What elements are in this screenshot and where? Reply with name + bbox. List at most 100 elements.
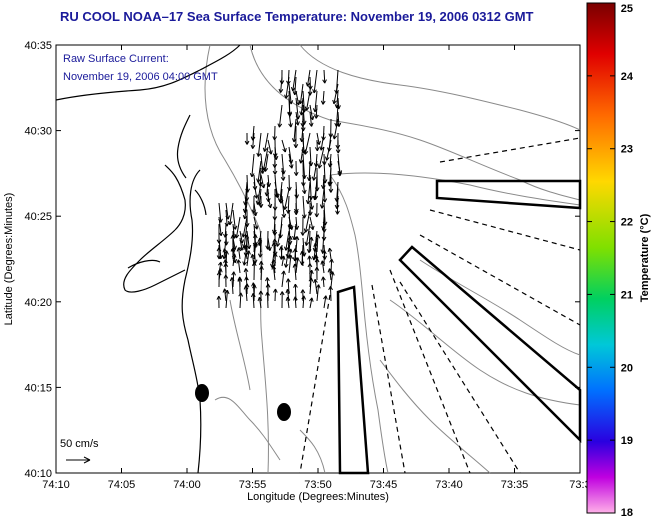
map-title: RU COOL NOAA–17 Sea Surface Temperature:… [60, 9, 534, 24]
current-vector [303, 209, 311, 233]
x-tick-label: 73:50 [304, 479, 332, 491]
current-vector [236, 259, 242, 274]
current-vector [324, 139, 332, 161]
current-vector [282, 188, 290, 210]
y-axis-label: Latitude (Degrees:Minutes) [3, 193, 15, 326]
current-vector [307, 263, 313, 281]
current-vector [243, 245, 248, 260]
current-vector [312, 69, 318, 94]
island-dot [195, 384, 209, 402]
current-vector [293, 296, 298, 309]
current-vector [252, 284, 257, 302]
current-vector [328, 174, 334, 193]
current-vector [239, 237, 244, 251]
current-vectors [216, 69, 343, 309]
colorbar-tick-label: 18 [621, 507, 633, 518]
current-vector [323, 295, 328, 309]
current-vector [223, 274, 229, 288]
x-tick-label: 73:40 [435, 479, 463, 491]
current-vector [327, 247, 333, 260]
current-vector [224, 289, 230, 309]
current-vector [292, 248, 298, 267]
x-tick-label: 74:10 [42, 479, 70, 491]
current-vector [238, 292, 244, 309]
current-vector [277, 104, 283, 128]
current-vector [281, 270, 286, 288]
current-vector [292, 223, 297, 241]
y-tick-label: 40:15 [24, 382, 52, 394]
current-vector [231, 253, 237, 267]
current-vector [311, 160, 318, 181]
map-frame [55, 44, 581, 474]
y-tick-label: 40:10 [24, 468, 52, 480]
current-vector [216, 295, 222, 309]
current-vector [292, 263, 298, 281]
current-vector [250, 293, 256, 309]
current-vector [273, 288, 278, 302]
current-vector [257, 296, 263, 309]
y-tick-label: 40:20 [24, 297, 52, 309]
current-vector [272, 125, 278, 141]
current-vector [293, 125, 299, 148]
current-vector [288, 216, 294, 230]
current-vector [244, 132, 250, 145]
current-vector [305, 181, 311, 205]
y-tick-label: 40:25 [24, 211, 52, 223]
current-vector [280, 255, 286, 267]
current-vector [272, 160, 278, 175]
current-vector [301, 195, 307, 219]
current-vector [258, 195, 264, 208]
current-vector [271, 265, 277, 281]
current-vector [315, 284, 321, 302]
current-vector [275, 223, 283, 247]
island-dot [277, 403, 291, 421]
current-vector [314, 202, 320, 218]
current-vector [293, 202, 299, 215]
colorbar-tick-label: 21 [621, 289, 633, 301]
y-tick-label: 40:35 [24, 40, 52, 52]
y-tick-label: 40:30 [24, 126, 52, 138]
current-vector [283, 230, 290, 251]
current-vector [330, 271, 335, 288]
current-vector [281, 139, 287, 153]
current-vector [274, 181, 280, 199]
current-vector [303, 132, 311, 155]
current-vector [337, 160, 343, 175]
current-vector [280, 167, 286, 181]
current-vector [309, 216, 315, 231]
current-vector [216, 271, 222, 288]
current-vector [314, 139, 320, 152]
colorbar-tick-label: 22 [621, 217, 633, 229]
current-vector [253, 181, 259, 199]
current-vector [278, 246, 284, 260]
current-vector [309, 297, 314, 309]
current-vector [256, 132, 262, 157]
current-vector [246, 250, 251, 267]
current-vector [300, 216, 306, 236]
current-vector [234, 216, 241, 239]
current-vector [313, 104, 319, 119]
legend-line-1: Raw Surface Current: [63, 53, 169, 65]
x-tick-label: 74:00 [173, 479, 201, 491]
current-vector [259, 265, 264, 281]
x-tick-label: 73:45 [370, 479, 398, 491]
current-vector [281, 195, 287, 218]
current-vector [288, 254, 293, 274]
current-vector [288, 153, 294, 169]
current-vector [308, 277, 314, 295]
current-vector [284, 76, 290, 99]
colorbar [586, 2, 616, 514]
current-vector [267, 195, 273, 209]
current-vector [288, 111, 293, 128]
current-vector [300, 289, 306, 302]
current-vector [298, 146, 304, 164]
current-vector [267, 139, 273, 155]
current-vector [257, 237, 263, 253]
current-vector [262, 132, 269, 152]
current-vector [216, 247, 222, 260]
current-vector [327, 268, 333, 281]
current-vector [301, 181, 307, 194]
current-vector [251, 262, 257, 281]
colorbar-tick-label: 20 [621, 362, 633, 374]
current-vector [263, 153, 269, 172]
